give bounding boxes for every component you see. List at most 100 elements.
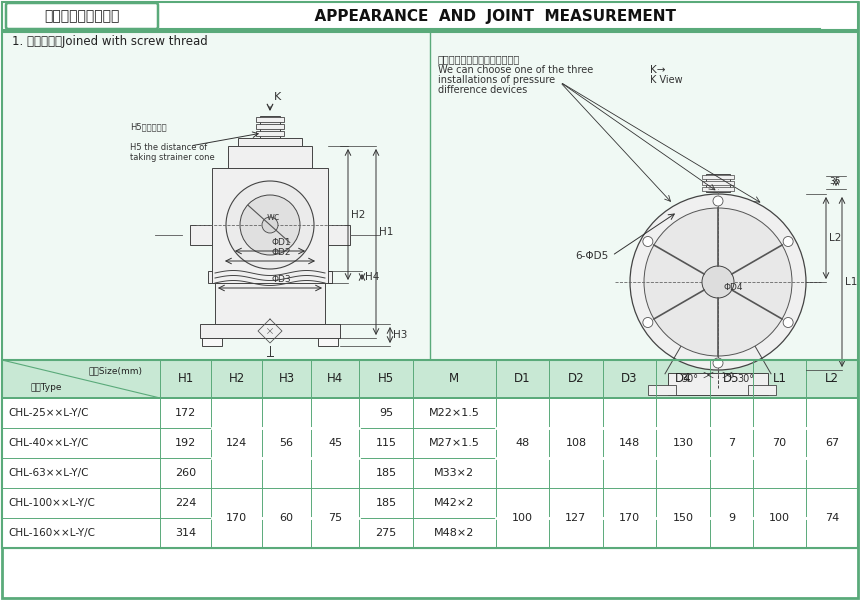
FancyBboxPatch shape [6,3,158,29]
Text: 130: 130 [673,438,693,448]
Text: K View: K View [650,75,683,85]
Circle shape [702,266,734,298]
Circle shape [240,195,300,255]
Text: 148: 148 [619,438,640,448]
Circle shape [713,196,723,206]
Text: ΦD1: ΦD1 [272,238,292,247]
Bar [228,146,312,168]
Text: 45: 45 [329,438,342,448]
Bar [200,324,340,338]
Bar [238,138,302,146]
Text: 67: 67 [825,438,838,448]
Text: 压差发讯装置三个位置可选其一: 压差发讯装置三个位置可选其一 [438,54,520,64]
Text: 48: 48 [515,438,530,448]
Bar [2,458,858,488]
Text: M: M [449,373,459,385]
Text: H1: H1 [379,227,393,237]
Text: M22×1.5: M22×1.5 [429,408,480,418]
Text: 127: 127 [565,513,587,523]
Text: CHL-100××L-Y/C: CHL-100××L-Y/C [8,498,95,508]
Text: CHL-63××L-Y/C: CHL-63××L-Y/C [8,468,89,478]
Text: L2: L2 [825,373,838,385]
Text: D2: D2 [568,373,584,385]
Circle shape [644,208,792,356]
Text: L1: L1 [772,373,787,385]
Circle shape [630,194,806,370]
Text: installations of pressure: installations of pressure [438,75,555,85]
Bar [208,271,332,283]
Text: 150: 150 [673,513,693,523]
Text: 1. 螺纹连接：Joined with screw thread: 1. 螺纹连接：Joined with screw thread [12,35,208,49]
Bar [702,181,734,185]
Text: 95: 95 [379,408,393,418]
Text: D1: D1 [514,373,531,385]
Text: We can choose one of the three: We can choose one of the three [438,65,593,75]
Bar [668,373,768,395]
Text: 35: 35 [829,177,840,186]
Text: 172: 172 [175,408,196,418]
Text: 70: 70 [772,438,787,448]
Bar [748,385,776,395]
Text: 124: 124 [226,438,248,448]
Text: 五、外型及连接尺寸: 五、外型及连接尺寸 [45,9,120,23]
Circle shape [643,236,653,247]
Text: 型号Type: 型号Type [30,383,62,392]
Bar [2,518,858,548]
Text: D3: D3 [621,373,637,385]
Circle shape [262,217,278,233]
Text: 275: 275 [376,528,396,538]
Text: 314: 314 [175,528,196,538]
Text: M27×1.5: M27×1.5 [429,438,480,448]
Text: CHL-40××L-Y/C: CHL-40××L-Y/C [8,438,89,448]
Text: 185: 185 [376,498,396,508]
Text: H5取滤芯距离: H5取滤芯距离 [130,122,167,131]
Bar [648,385,676,395]
Bar [706,174,730,192]
Text: H3: H3 [393,330,408,340]
Text: H1: H1 [177,373,194,385]
Bar [2,32,858,548]
Text: H2: H2 [229,373,245,385]
Bar [256,124,284,129]
Text: difference devices: difference devices [438,85,527,95]
Bar [2,360,858,398]
Circle shape [783,236,793,247]
Text: M48×2: M48×2 [434,528,475,538]
Text: ΦD2: ΦD2 [272,248,292,257]
Text: 75: 75 [329,513,342,523]
Bar [190,225,212,245]
Text: 170: 170 [619,513,640,523]
Text: K: K [274,92,281,102]
Text: ΦD3: ΦD3 [272,275,292,284]
Bar [215,283,325,324]
Text: M33×2: M33×2 [434,468,475,478]
Text: CHL-25××L-Y/C: CHL-25××L-Y/C [8,408,89,418]
Text: APPEARANCE  AND  JOINT  MEASUREMENT: APPEARANCE AND JOINT MEASUREMENT [304,8,676,23]
Text: ΦD4: ΦD4 [723,283,742,292]
Bar [2,360,858,548]
Text: 30°: 30° [681,374,698,384]
Text: 192: 192 [175,438,196,448]
Bar [702,187,734,191]
Text: 108: 108 [565,438,587,448]
Bar [260,116,280,138]
Text: L2: L2 [829,233,841,243]
Bar [2,398,858,428]
Text: H2: H2 [351,209,366,220]
Text: 260: 260 [175,468,196,478]
Bar [2,2,858,30]
Text: 尺寸Size(mm): 尺寸Size(mm) [89,366,143,375]
Text: wᴄ: wᴄ [267,212,280,222]
Text: 74: 74 [825,513,839,523]
Text: 9: 9 [728,513,735,523]
Text: H3: H3 [279,373,295,385]
Bar [256,117,284,122]
Text: 224: 224 [175,498,196,508]
Text: 56: 56 [280,438,293,448]
Text: 185: 185 [376,468,396,478]
Text: H4: H4 [365,272,379,282]
Bar [318,338,338,346]
Circle shape [226,181,314,269]
Text: 30°: 30° [738,374,754,384]
Text: H5 the distance of: H5 the distance of [130,143,207,152]
